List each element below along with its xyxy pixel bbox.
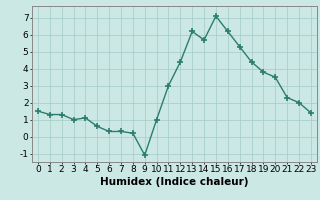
X-axis label: Humidex (Indice chaleur): Humidex (Indice chaleur) — [100, 177, 249, 187]
